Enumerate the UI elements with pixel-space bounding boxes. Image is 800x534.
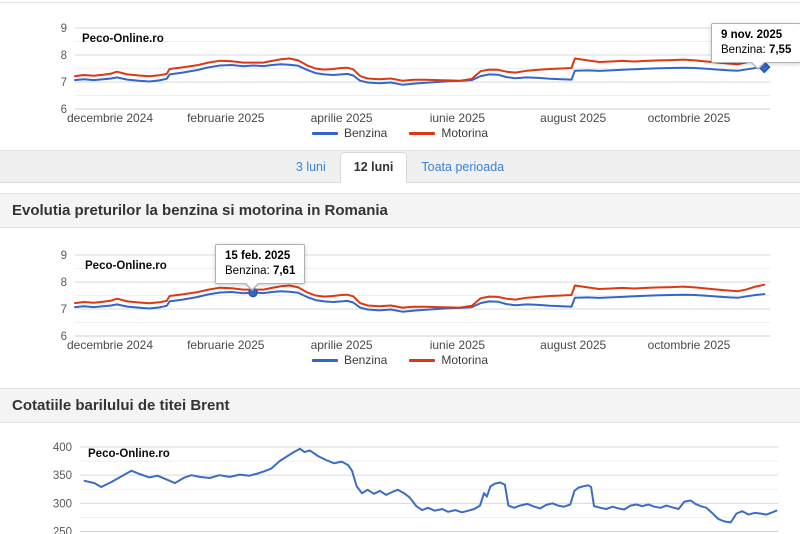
legend-label-benzina: Benzina <box>343 353 388 367</box>
brent-chart: 250 300 350 400 <box>53 442 778 534</box>
fuel-section-heading: Evolutia preturilor la benzina si motori… <box>0 193 800 228</box>
y-axis-label: 7 <box>61 77 67 89</box>
legend-item-benzina: Benzina <box>311 126 388 140</box>
period-tabs: 3 luni 12 luni Toata perioada <box>0 150 800 183</box>
benzina-line-swatch <box>311 358 338 362</box>
x-axis-label: februarie 2025 <box>187 111 265 125</box>
x-axis-label: august 2025 <box>540 111 606 125</box>
chart-tooltip-top: 9 nov. 2025 Benzina: 7,55 <box>711 23 800 70</box>
motorina-line-swatch <box>409 131 436 135</box>
y-axis-label: 6 <box>61 331 67 343</box>
x-axis-label: februarie 2025 <box>187 338 265 352</box>
x-axis-label: octombrie 2025 <box>648 338 731 352</box>
tooltip-date: 9 nov. 2025 <box>721 29 783 41</box>
top-divider <box>0 2 800 3</box>
x-axis-label: august 2025 <box>540 338 606 352</box>
legend-label-motorina: Motorina <box>441 126 489 140</box>
tooltip-value: Benzina: 7,61 <box>225 265 296 277</box>
y-axis-label: 9 <box>61 250 67 262</box>
legend-item-motorina: Motorina <box>409 353 488 367</box>
benzina-line-swatch <box>311 131 338 135</box>
x-axis-label: decembrie 2024 <box>67 338 153 352</box>
tooltip-date: 15 feb. 2025 <box>225 250 291 262</box>
tooltip-value: Benzina: 7,55 <box>721 44 792 56</box>
y-axis-label: 250 <box>53 527 72 534</box>
tab-12-luni[interactable]: 12 luni <box>339 152 408 183</box>
brand-watermark: Peco-Online.ro <box>82 33 164 45</box>
x-axis-label: aprilie 2025 <box>311 111 373 125</box>
brent-section-heading: Cotatiile barilului de titei Brent <box>0 388 800 423</box>
legend-item-benzina: Benzina <box>311 353 388 367</box>
motorina-line-swatch <box>409 358 436 362</box>
top-fuel-chart: 6 7 8 9 decembrie 2024 februarie 2025 aprilie … <box>61 23 771 125</box>
legend-item-motorina: Motorina <box>409 126 488 140</box>
motorina-line[interactable] <box>74 283 766 309</box>
y-axis-label: 9 <box>61 23 67 35</box>
legend-label-motorina: Motorina <box>441 353 489 367</box>
legend-top-chart: Benzina Motorina <box>0 126 800 140</box>
brand-watermark: Peco-Online.ro <box>88 448 170 460</box>
benzina-line[interactable] <box>74 290 766 313</box>
tab-toata-perioada[interactable]: Toata perioada <box>421 160 505 174</box>
main-fuel-chart: 6 7 8 9 decembrie 2024 februarie 2025 aprilie … <box>61 250 770 352</box>
x-axis-label: iunie 2025 <box>430 111 486 125</box>
legend-label-benzina: Benzina <box>343 126 388 140</box>
y-axis-label: 6 <box>61 104 67 116</box>
x-axis-label: octombrie 2025 <box>648 111 731 125</box>
chart-tooltip-main: 15 feb. 2025 Benzina: 7,61 <box>215 244 306 291</box>
x-axis-label: decembrie 2024 <box>67 111 153 125</box>
x-axis-label: iunie 2025 <box>430 338 486 352</box>
benzina-line[interactable] <box>74 63 766 86</box>
y-axis-label: 400 <box>53 442 72 454</box>
legend-main-chart: Benzina Motorina <box>0 353 800 367</box>
y-axis-label: 8 <box>61 50 67 62</box>
motorina-line[interactable] <box>74 56 766 82</box>
y-axis-label: 350 <box>53 470 72 482</box>
y-axis-label: 8 <box>61 277 67 289</box>
brand-watermark: Peco-Online.ro <box>85 260 167 272</box>
brent-line[interactable] <box>83 447 778 524</box>
y-axis-label: 300 <box>53 498 72 510</box>
tab-3-luni[interactable]: 3 luni <box>295 160 326 174</box>
y-axis-label: 7 <box>61 304 67 316</box>
x-axis-label: aprilie 2025 <box>311 338 373 352</box>
